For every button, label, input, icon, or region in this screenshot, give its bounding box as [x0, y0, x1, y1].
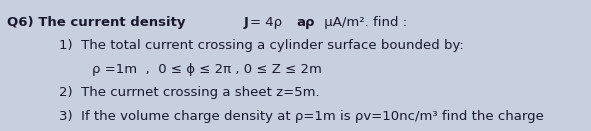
Text: = 4ρ: = 4ρ — [249, 16, 286, 29]
Text: Q6) The current density: Q6) The current density — [7, 16, 190, 29]
Text: μA/m². find :: μA/m². find : — [320, 16, 408, 29]
Text: ρ =1m  ,  0 ≤ ϕ ≤ 2π , 0 ≤ Z ≤ 2m: ρ =1m , 0 ≤ ϕ ≤ 2π , 0 ≤ Z ≤ 2m — [92, 63, 322, 76]
Text: J: J — [243, 16, 248, 29]
Text: 1)  The total current crossing a cylinder surface bounded by:: 1) The total current crossing a cylinder… — [59, 39, 464, 52]
Text: 3)  If the volume charge density at ρ=1m is ρv=10nc/m³ find the charge: 3) If the volume charge density at ρ=1m … — [59, 110, 544, 123]
Text: aρ: aρ — [297, 16, 315, 29]
Text: 2)  The currnet crossing a sheet z=5m.: 2) The currnet crossing a sheet z=5m. — [59, 86, 320, 99]
